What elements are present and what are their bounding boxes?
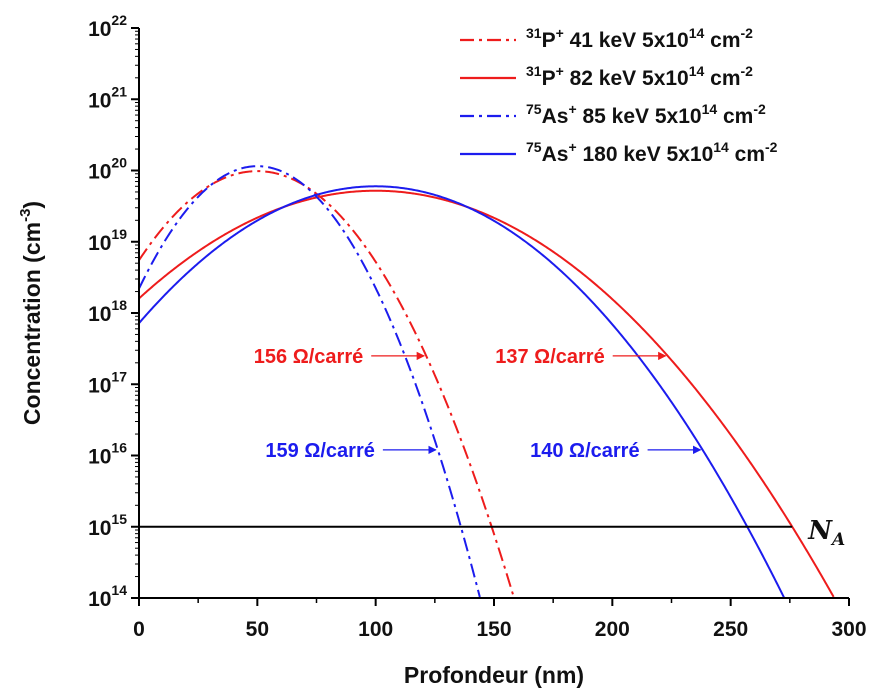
x-tick-label: 100 [358, 618, 393, 641]
series-line [138, 189, 835, 598]
y-tick-label: 1015 [88, 511, 127, 540]
legend: 31P+ 41 keV 5x1014 cm-2 31P+ 82 keV 5x101… [460, 25, 778, 166]
x-tick-label: 0 [133, 618, 145, 641]
sheet-resistance-label: 140 Ω/carré [530, 440, 639, 462]
na-label: NA [807, 516, 845, 550]
sheet-resistance-label: 137 Ω/carré [495, 346, 604, 368]
y-tick-label: 1014 [88, 582, 127, 611]
x-tick-label: 150 [476, 618, 511, 641]
x-tick-label: 200 [595, 618, 630, 641]
y-tick-label: 1019 [88, 226, 127, 255]
legend-entry: 31P+ 41 keV 5x1014 cm-2 [526, 25, 753, 52]
x-axis-title: Profondeur (nm) [404, 662, 584, 688]
x-tick-label: 300 [831, 618, 866, 641]
series-line [138, 170, 514, 595]
plot-area: NA [138, 165, 845, 598]
series-line [138, 165, 481, 598]
legend-entry: 75As+ 180 keV 5x1014 cm-2 [526, 139, 778, 166]
legend-entry: 75As+ 85 keV 5x1014 cm-2 [526, 101, 766, 128]
y-tick-label: 1021 [88, 83, 127, 112]
y-axis-title: Concentration (cm-3) [17, 201, 45, 425]
axes: 0 50 100 150 200 250 300 1014 1015 1016 1017 1018 10… [17, 12, 867, 688]
y-tick-label: 1018 [88, 297, 127, 326]
y-tick-label: 1017 [88, 368, 127, 397]
series-line [138, 185, 785, 598]
annotations: 156 Ω/carré 137 Ω/carré 159 Ω/carré 140 Ω/c… [254, 346, 702, 462]
sheet-resistance-label: 156 Ω/carré [254, 346, 363, 368]
x-tick-label: 50 [246, 618, 269, 641]
y-tick-label: 1016 [88, 440, 127, 469]
sheet-resistance-label: 159 Ω/carré [265, 440, 374, 462]
legend-entry: 31P+ 82 keV 5x1014 cm-2 [526, 63, 753, 90]
y-tick-label: 1020 [88, 155, 127, 184]
x-tick-label: 250 [713, 618, 748, 641]
y-tick-label: 1022 [88, 12, 127, 41]
